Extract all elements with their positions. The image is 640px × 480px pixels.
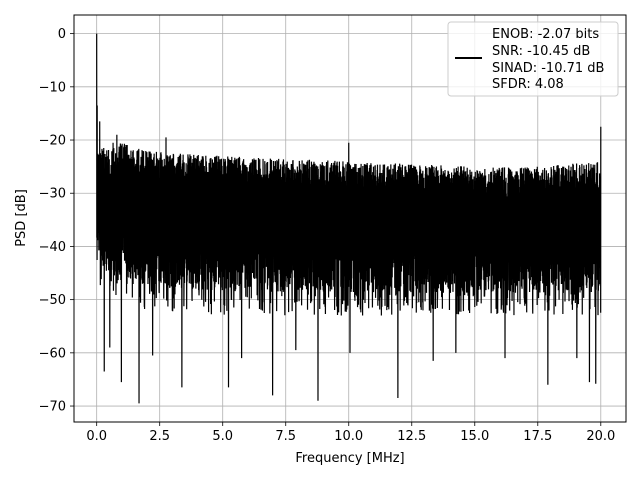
x-tick-label: 10.0 [334,429,363,444]
x-axis: 0.0 2.5 5.0 7.5 10.0 12.5 15.0 17.5 20.0 [86,422,615,444]
x-tick-label: 20.0 [586,429,615,444]
y-tick-label: −10 [39,80,66,95]
x-tick-label: 12.5 [397,429,426,444]
legend-enob: ENOB: -2.07 bits [492,27,599,42]
y-tick-label: 0 [58,27,66,42]
legend-sfdr: SFDR: 4.08 [492,77,564,92]
y-tick-label: −50 [39,293,66,308]
y-tick-label: −60 [39,346,66,361]
psd-line [96,33,602,404]
y-axis: 0 −10 −20 −30 −40 −50 −60 −70 [39,27,74,415]
y-tick-label: −20 [39,134,66,149]
plot-frame [73,14,627,423]
y-axis-label: PSD [dB] [14,189,29,247]
y-tick-label: −40 [39,240,66,255]
x-tick-label: 15.0 [460,429,489,444]
x-tick-label: 17.5 [523,429,552,444]
x-axis-label: Frequency [MHz] [295,451,404,466]
x-tick-label: 0.0 [86,429,107,444]
x-tick-label: 5.0 [212,429,233,444]
y-tick-label: −30 [39,187,66,202]
x-tick-label: 7.5 [275,429,296,444]
y-tick-label: −70 [39,400,66,415]
legend: ENOB: -2.07 bits SNR: -10.45 dB SINAD: -… [447,21,619,97]
psd-trace [96,33,602,404]
legend-box [447,21,619,97]
legend-snr: SNR: -10.45 dB [492,44,590,59]
x-tick-label: 2.5 [149,429,170,444]
legend-sinad: SINAD: -10.71 dB [492,61,604,76]
